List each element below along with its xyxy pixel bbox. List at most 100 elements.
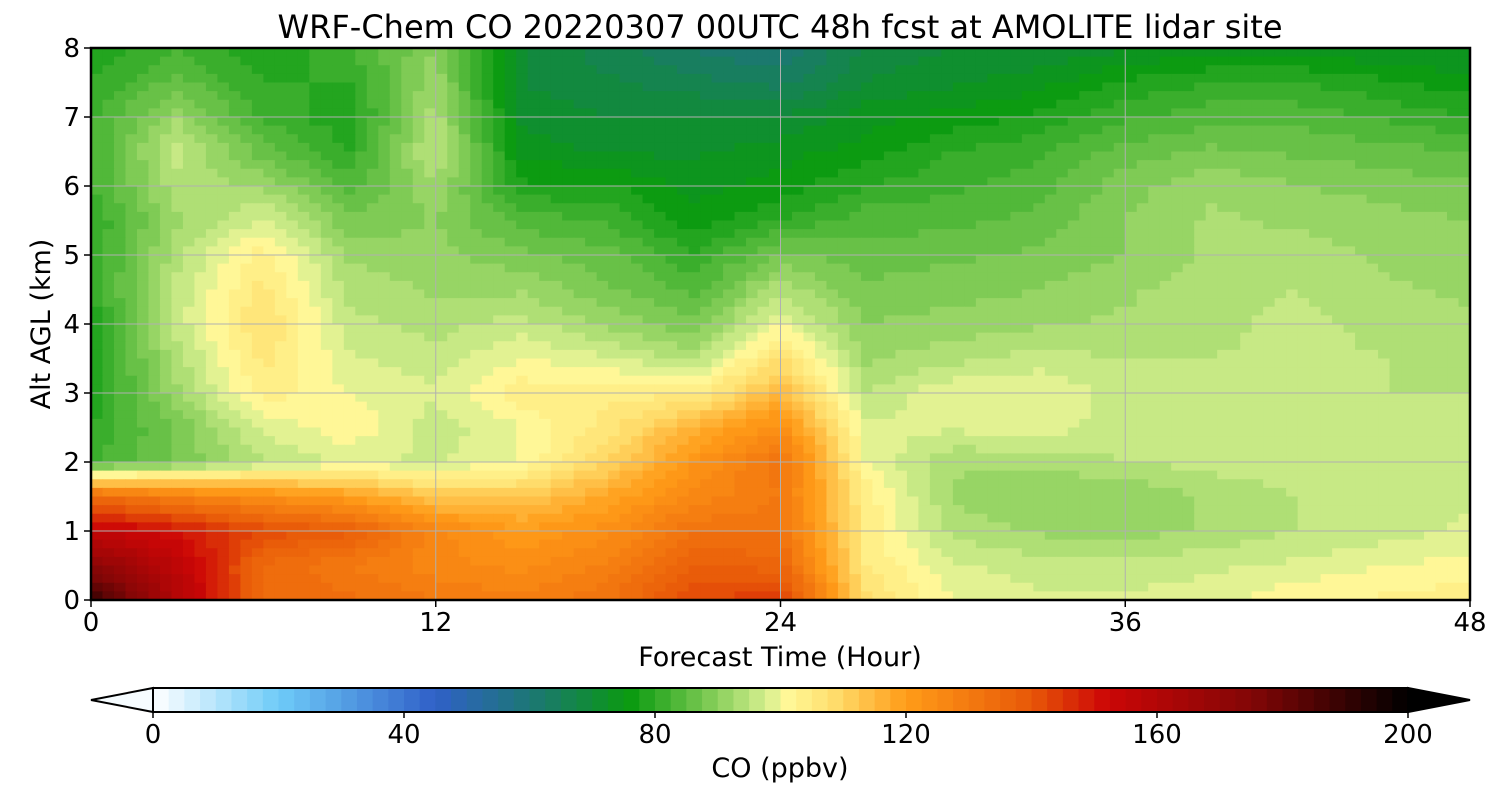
heat-cell [286, 177, 299, 187]
heat-cell [654, 56, 667, 66]
heat-cell [780, 125, 793, 135]
heat-cell [332, 324, 345, 334]
heat-cell [1309, 367, 1322, 377]
heat-cell [424, 91, 437, 101]
heat-cell [1435, 108, 1448, 118]
heat-cell [527, 272, 540, 282]
heat-cell [654, 82, 667, 92]
heat-cell [734, 237, 747, 247]
heat-cell [562, 151, 575, 161]
heat-cell [217, 117, 230, 127]
heat-cell [1079, 82, 1092, 92]
heat-cell [412, 203, 425, 213]
heat-cell [1447, 349, 1460, 360]
heat-cell [791, 91, 805, 101]
heat-cell [1205, 194, 1218, 204]
heat-cell [1217, 393, 1230, 403]
heat-cell [1205, 160, 1218, 170]
heat-cell [493, 306, 506, 316]
heat-cell [1274, 306, 1287, 316]
heat-cell [1263, 263, 1276, 273]
heat-cell [1010, 237, 1023, 247]
heat-cell [883, 48, 897, 58]
heat-cell [481, 108, 494, 118]
heat-cell [1435, 289, 1448, 299]
heat-cell [113, 393, 127, 403]
heat-cell [757, 203, 770, 213]
heat-cell [148, 99, 161, 109]
heat-cell [297, 82, 310, 92]
heat-cell [113, 341, 127, 351]
heat-cell [975, 246, 988, 256]
heat-cell [136, 315, 150, 325]
heat-cell [228, 272, 241, 282]
heat-cell [814, 289, 828, 299]
heat-cell [895, 341, 908, 351]
heat-cell [906, 73, 919, 84]
heat-cell [148, 134, 161, 144]
heat-cell [1332, 272, 1345, 282]
heat-cell [470, 117, 483, 127]
heat-cell [1240, 108, 1253, 118]
heat-cell [355, 108, 368, 118]
heat-cell [1412, 306, 1425, 316]
heat-cell [642, 211, 655, 222]
heat-cell [458, 48, 471, 58]
heat-cell [366, 255, 379, 265]
heat-cell [654, 358, 667, 368]
heat-cell [343, 229, 356, 239]
heat-cell [1274, 73, 1287, 84]
heat-cell [366, 349, 379, 360]
heat-cell [1309, 48, 1322, 58]
heat-cell [573, 48, 586, 58]
heat-cell [1148, 246, 1161, 256]
heat-cell [470, 298, 483, 308]
heat-cell [1240, 186, 1253, 196]
heat-cell [573, 349, 586, 360]
heat-cell [366, 134, 379, 144]
heat-cell [1125, 134, 1138, 144]
heat-cell [1056, 186, 1069, 196]
heat-cell [91, 375, 104, 385]
heat-cell [401, 82, 414, 92]
heat-cell [309, 315, 322, 325]
heat-cell [1182, 358, 1195, 368]
heat-cell [1435, 237, 1448, 247]
heat-cell [435, 91, 448, 101]
heat-cell [516, 134, 529, 144]
heat-cell [1251, 73, 1264, 84]
heat-cell [1435, 246, 1448, 256]
heat-cell [504, 194, 517, 204]
heat-cell [723, 194, 736, 204]
heat-cell [723, 332, 736, 342]
heat-cell [1010, 56, 1023, 66]
heat-cell [1044, 151, 1057, 161]
heat-cell [91, 358, 104, 368]
heat-cell [1401, 272, 1414, 282]
heat-cell [136, 272, 150, 282]
heat-cell [998, 289, 1011, 299]
heat-cell [309, 91, 322, 101]
heat-cell [746, 280, 759, 291]
heat-cell [987, 272, 1000, 282]
heat-cell [700, 186, 713, 196]
heat-cell [136, 125, 150, 135]
heat-cell [1010, 134, 1023, 144]
heat-cell [343, 349, 356, 360]
heat-cell [803, 229, 816, 239]
heat-cell [562, 160, 575, 170]
heat-cell [872, 194, 885, 204]
heat-cell [872, 177, 885, 187]
heat-cell [470, 255, 483, 265]
heat-cell [631, 108, 644, 118]
heat-cell [159, 375, 173, 385]
heat-cell [688, 384, 701, 394]
heat-cell [619, 177, 632, 187]
heat-cell [182, 341, 196, 351]
heat-cell [516, 349, 529, 360]
heat-cell [1182, 384, 1195, 394]
heat-cell [435, 56, 448, 66]
heat-cell [585, 358, 598, 368]
heat-cell [1447, 298, 1460, 308]
heat-cell [1067, 65, 1080, 75]
